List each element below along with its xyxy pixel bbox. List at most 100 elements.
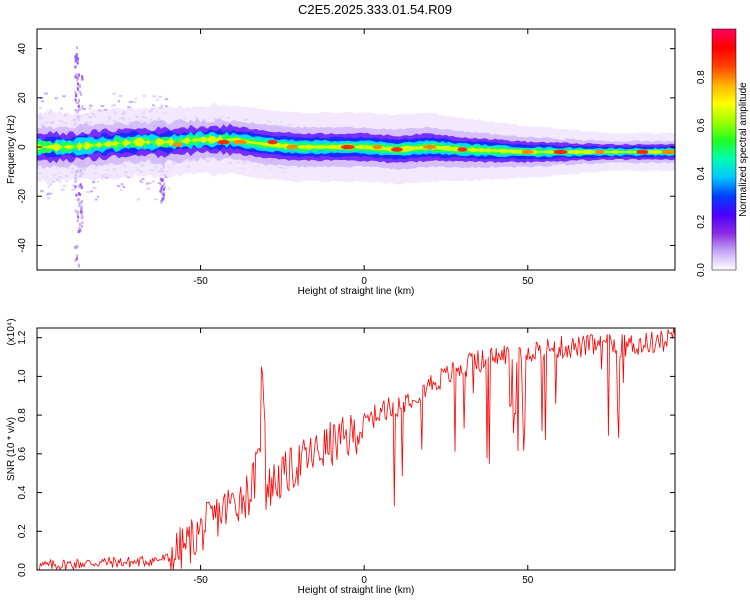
spectrogram-noise-speckle (92, 186, 97, 189)
spectrogram-streak-0 (74, 245, 77, 249)
spectrogram-noise-speckle (139, 180, 142, 183)
spectrogram-band-6 (37, 135, 675, 155)
spectrogram-streak-1 (78, 193, 81, 197)
spectrogram-hotspot (267, 139, 278, 145)
spectrogram-noise-speckle (96, 195, 99, 198)
y-tick-label: -20 (17, 189, 28, 204)
spectrogram-noise-speckle (156, 98, 159, 101)
spectrogram-streak-2 (162, 192, 165, 196)
spectrogram-noise-speckle (45, 193, 49, 196)
spectrogram-streak-2 (163, 187, 166, 191)
snr-marks (37, 328, 675, 570)
spectrogram-noise-speckle (158, 95, 163, 98)
spectrogram-hotspot (661, 149, 675, 155)
y-tick-label: 0.0 (17, 563, 28, 577)
spectrogram-noise-speckle (151, 104, 155, 107)
spectrogram-streak-1 (80, 210, 83, 214)
spectrogram-streak-1 (78, 226, 81, 230)
spectrogram-streak-0 (77, 184, 80, 188)
spectrogram-streak-0 (76, 87, 79, 91)
colorbar-tick-label: 0.0 (696, 263, 707, 277)
spectrogram-noise-speckle (95, 198, 98, 201)
x-tick-label: -50 (193, 276, 208, 287)
x-axis-label: Height of straight line (km) (298, 286, 415, 297)
spectrogram-streak-1 (77, 104, 80, 108)
spectrogram-noise-speckle (120, 188, 123, 191)
spectrogram-noise-speckle (164, 105, 168, 108)
spectrogram-noise-speckle (112, 104, 116, 107)
spectrogram-hotspot (422, 144, 437, 150)
spectrogram-streak-0 (75, 56, 78, 60)
spectrogram-noise-speckle (140, 181, 144, 184)
spectrogram-noise-speckle (71, 184, 76, 187)
spectrogram-streak-0 (74, 55, 77, 59)
x-tick-label: 50 (522, 575, 534, 586)
spectrogram-noise-speckle (38, 106, 42, 109)
y-tick-label: 1.0 (17, 369, 28, 383)
spectrogram-streak-0 (75, 193, 78, 197)
spectrogram-streak-1 (78, 99, 81, 103)
spectrogram-streak-0 (76, 46, 79, 50)
x-tick-label: 0 (361, 276, 367, 287)
spectrogram-noise-speckle (89, 104, 93, 107)
spectrogram-streak-1 (80, 186, 83, 190)
colorbar-tick-label: 0.6 (696, 118, 707, 132)
spectrogram-noise-speckle (152, 180, 156, 183)
spectrogram-noise-speckle (96, 180, 100, 183)
spectrogram-streak-0 (74, 209, 77, 213)
spectrogram-streak-0 (75, 53, 78, 57)
spectrogram-noise-speckle (88, 107, 92, 110)
spectrogram-noise-speckle (152, 95, 157, 98)
spectrogram-streak-1 (79, 183, 82, 187)
y-tick-label: 0.2 (17, 524, 28, 538)
spectrogram-hotspot (340, 144, 355, 150)
spectrogram-streak-1 (80, 212, 83, 216)
spectrogram-streak-0 (74, 65, 77, 69)
spectrogram-streak-1 (78, 84, 81, 88)
spectrogram-noise-speckle (154, 198, 158, 201)
spectrogram-noise-speckle (116, 185, 120, 188)
spectrogram-streak-1 (78, 201, 81, 205)
spectrogram-streak-1 (81, 105, 84, 109)
snr-panel (36, 327, 676, 571)
spectrogram-streak-1 (77, 197, 80, 201)
spectrogram-noise-speckle (62, 185, 66, 188)
spectrogram-noise-speckle (60, 107, 63, 110)
spectrogram-noise-speckle (91, 181, 96, 184)
spectrogram-streak-0 (75, 93, 78, 97)
spectrogram-noise-speckle (157, 181, 161, 184)
spectrogram-streak-0 (74, 259, 77, 263)
spectrogram-noise-speckle (111, 104, 114, 107)
y-tick-label: 0.6 (17, 446, 28, 460)
spectrogram-noise-speckle (163, 186, 167, 189)
spectrogram-streak-0 (75, 55, 78, 59)
spectrogram-streak-1 (81, 215, 84, 219)
spectrogram-frame (36, 28, 676, 271)
spectrogram-noise-speckle (133, 101, 137, 104)
y-axis-label: SNR (10 * v/v) (6, 417, 17, 481)
spectrogram-streak-2 (160, 199, 163, 203)
spectrogram-marks (37, 46, 675, 268)
spectrogram-streak-2 (161, 184, 164, 188)
spectrogram-streak-0 (76, 82, 79, 86)
spectrogram-noise-speckle (98, 109, 103, 112)
spectrogram-noise-speckle (128, 100, 133, 103)
spectrogram-noise-speckle (119, 183, 123, 186)
y-multiplier-label: (x10⁴) (6, 318, 17, 345)
spectrogram-noise-speckle (118, 95, 123, 98)
spectrogram-streak-1 (81, 75, 84, 79)
snr-frame (36, 327, 676, 571)
spectrogram-noise-speckle (103, 108, 108, 111)
spectrogram-streak-1 (80, 205, 83, 209)
spectrogram-streak-1 (78, 228, 81, 232)
spectrogram-noise-speckle (100, 105, 105, 108)
y-tick-label: -40 (17, 238, 28, 253)
spectrogram-noise-speckle (61, 188, 65, 191)
spectrogram-streak-2 (159, 182, 162, 186)
chart-title: C2E5.2025.333.01.54.R09 (298, 2, 452, 17)
spectrogram-streak-1 (78, 222, 81, 226)
spectrogram-hotspot (457, 147, 468, 152)
y-axis-label: Frequency (Hz) (6, 115, 17, 184)
spectrogram-noise-speckle (46, 192, 50, 195)
spectrogram-streak-1 (77, 192, 80, 196)
